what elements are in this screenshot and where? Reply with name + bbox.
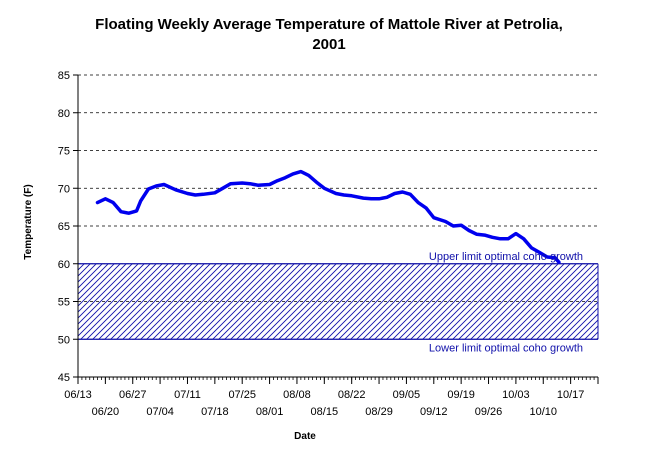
x-tick-label: 10/10 xyxy=(529,406,557,418)
series-line-0 xyxy=(95,169,561,264)
data-point xyxy=(175,189,177,191)
data-point xyxy=(445,220,447,222)
data-point xyxy=(202,193,204,195)
data-point xyxy=(308,174,310,176)
chart-title-line-2: 2001 xyxy=(312,36,346,53)
data-point xyxy=(292,173,294,175)
data-point xyxy=(163,183,165,185)
data-point xyxy=(394,193,396,195)
data-point xyxy=(300,171,302,173)
data-point xyxy=(409,193,411,195)
data-point xyxy=(155,185,157,187)
x-tick-label: 10/03 xyxy=(502,389,530,401)
data-point xyxy=(120,211,122,213)
y-tick-label: 65 xyxy=(58,221,70,233)
x-tick-label: 07/25 xyxy=(228,389,256,401)
y-tick-label: 80 xyxy=(58,108,70,120)
data-point xyxy=(558,261,560,263)
axes xyxy=(73,74,599,384)
data-point xyxy=(484,234,486,236)
data-point xyxy=(476,233,478,235)
data-point xyxy=(186,193,188,195)
data-point xyxy=(433,217,435,219)
data-point xyxy=(323,187,325,189)
y-tick-label: 60 xyxy=(58,259,70,271)
y-tick-label: 45 xyxy=(58,372,70,384)
x-tick-label: 08/29 xyxy=(365,406,393,418)
data-point xyxy=(140,200,142,202)
x-tick-label: 08/08 xyxy=(283,389,311,401)
data-point xyxy=(249,183,251,185)
x-tick-label: 08/15 xyxy=(311,406,339,418)
x-tick-label: 09/19 xyxy=(447,389,475,401)
data-point xyxy=(276,180,278,182)
data-point xyxy=(351,195,353,197)
x-tick-label: 09/26 xyxy=(475,406,503,418)
optimal-band xyxy=(78,263,599,340)
data-point xyxy=(284,177,286,179)
data-point xyxy=(269,183,271,185)
data-point xyxy=(335,193,337,195)
data-point xyxy=(538,251,540,253)
data-point xyxy=(515,233,517,235)
data-point xyxy=(402,191,404,193)
data-point xyxy=(491,236,493,238)
x-axis-title: Date xyxy=(294,431,316,442)
data-point xyxy=(523,238,525,240)
data-point xyxy=(257,184,259,186)
x-tick-label: 07/18 xyxy=(201,406,229,418)
data-point xyxy=(136,210,138,212)
y-axis-title: Temperature (F) xyxy=(23,184,34,259)
band-hatch xyxy=(78,263,598,340)
data-point xyxy=(531,247,533,249)
data-point xyxy=(343,194,345,196)
x-tick-label: 06/20 xyxy=(92,406,120,418)
data-point xyxy=(315,181,317,183)
data-point xyxy=(214,192,216,194)
band-upper-label: Upper limit optimal coho growth xyxy=(429,251,583,263)
x-tick-label: 07/04 xyxy=(146,406,174,418)
data-point xyxy=(468,230,470,232)
data-point xyxy=(222,187,224,189)
data-point xyxy=(452,225,454,227)
x-tick-label: 06/27 xyxy=(119,389,147,401)
x-tick-label: 09/12 xyxy=(420,406,448,418)
data-point xyxy=(104,198,106,200)
x-tick-label: 09/05 xyxy=(393,389,421,401)
data-point xyxy=(554,257,556,259)
x-tick-label: 08/01 xyxy=(256,406,284,418)
data-point xyxy=(499,238,501,240)
x-tick-label: 06/13 xyxy=(64,389,92,401)
data-point xyxy=(460,224,462,226)
data-point xyxy=(546,256,548,258)
data-point xyxy=(112,202,114,204)
chart-title-line-1: Floating Weekly Average Temperature of M… xyxy=(95,16,563,33)
data-point xyxy=(147,188,149,190)
y-tick-label: 70 xyxy=(58,183,70,195)
data-point xyxy=(362,197,364,199)
data-point xyxy=(425,207,427,209)
data-point xyxy=(229,183,231,185)
data-point xyxy=(194,194,196,196)
y-tick-label: 50 xyxy=(58,334,70,346)
band-lower-label: Lower limit optimal coho growth xyxy=(429,342,583,354)
x-tick-label: 10/17 xyxy=(557,389,585,401)
y-tick-label: 55 xyxy=(58,297,70,309)
data-point xyxy=(417,202,419,204)
data-point xyxy=(241,182,243,184)
data-point xyxy=(507,238,509,240)
data-point xyxy=(378,198,380,200)
data-point xyxy=(97,202,99,204)
data-point xyxy=(386,196,388,198)
data-point xyxy=(370,198,372,200)
series-layer xyxy=(95,169,561,264)
y-tick-label: 85 xyxy=(58,70,70,82)
data-point xyxy=(128,212,130,214)
y-tick-label: 75 xyxy=(58,146,70,158)
x-tick-label: 08/22 xyxy=(338,389,366,401)
x-tick-label: 07/11 xyxy=(174,389,201,401)
